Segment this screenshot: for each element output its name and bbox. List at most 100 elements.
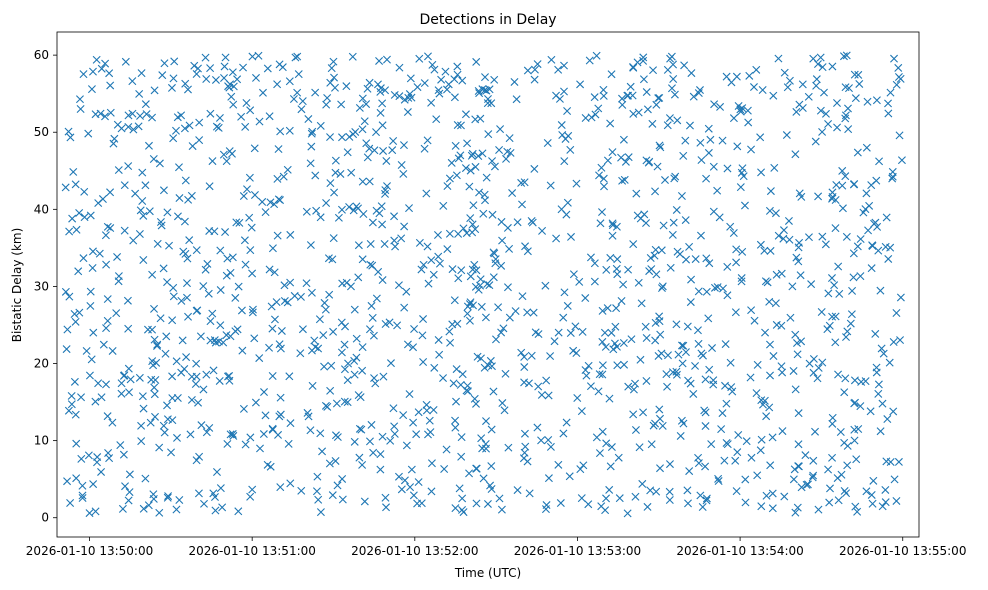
data-point — [681, 348, 690, 357]
data-point — [466, 166, 475, 175]
data-point — [178, 336, 187, 345]
data-point — [208, 309, 217, 318]
data-point — [169, 283, 178, 292]
data-point — [468, 149, 477, 158]
data-point — [125, 388, 134, 397]
data-point — [488, 157, 497, 166]
data-point — [752, 65, 761, 74]
data-point — [856, 235, 865, 244]
data-point — [226, 430, 235, 439]
data-point — [258, 88, 267, 97]
data-point — [606, 253, 615, 262]
data-point — [117, 389, 126, 398]
data-point — [681, 136, 690, 145]
data-point — [795, 238, 804, 247]
data-point — [420, 144, 429, 153]
data-point — [510, 77, 519, 86]
data-point — [546, 442, 555, 451]
data-point — [489, 273, 498, 282]
data-point — [458, 494, 467, 503]
data-point — [850, 399, 859, 408]
data-point — [831, 312, 840, 321]
data-point — [308, 381, 317, 390]
data-point — [823, 325, 832, 334]
data-point — [779, 234, 788, 243]
data-point — [669, 218, 678, 227]
data-point — [504, 443, 513, 452]
data-point — [859, 208, 868, 217]
data-point — [853, 242, 862, 251]
data-point — [375, 209, 384, 218]
data-point — [117, 379, 126, 388]
data-point — [642, 219, 651, 228]
data-point — [843, 461, 852, 470]
data-point — [84, 129, 93, 138]
data-point — [576, 80, 585, 89]
data-point — [602, 439, 611, 448]
data-point — [807, 280, 816, 289]
data-point — [399, 141, 408, 150]
data-point — [450, 296, 459, 305]
data-point — [175, 496, 184, 504]
data-point — [316, 121, 325, 130]
data-point — [885, 358, 894, 367]
data-point — [285, 126, 294, 135]
data-point — [453, 62, 462, 71]
data-point — [560, 61, 568, 70]
data-point — [213, 467, 221, 476]
data-point — [199, 385, 208, 394]
data-point — [497, 261, 506, 270]
data-point — [397, 485, 406, 494]
data-point — [698, 503, 707, 512]
data-point — [701, 375, 710, 384]
data-point — [225, 376, 234, 385]
data-point — [376, 108, 385, 117]
data-point — [352, 202, 361, 211]
data-point — [333, 481, 342, 490]
data-point — [173, 433, 181, 442]
data-point — [399, 169, 408, 178]
data-point — [241, 122, 250, 131]
data-point — [494, 303, 503, 312]
data-point — [770, 163, 779, 172]
data-point — [137, 421, 146, 430]
data-point — [362, 139, 371, 148]
data-point — [352, 334, 361, 343]
data-point — [427, 98, 436, 107]
data-point — [138, 197, 147, 205]
data-point — [794, 462, 803, 471]
data-point — [149, 494, 158, 503]
data-point — [108, 418, 117, 427]
data-point — [382, 55, 391, 64]
data-point — [702, 254, 711, 263]
data-point — [840, 438, 849, 447]
data-point — [738, 164, 747, 173]
data-point — [566, 145, 575, 154]
data-point — [365, 144, 374, 153]
data-point — [243, 185, 251, 194]
data-point — [575, 277, 584, 286]
data-point — [89, 480, 98, 489]
data-point — [365, 177, 374, 186]
data-point — [524, 379, 533, 388]
data-point — [598, 370, 607, 379]
data-point — [534, 382, 543, 391]
data-point — [889, 407, 898, 416]
data-point — [753, 471, 762, 480]
data-point — [617, 296, 626, 305]
data-point — [668, 368, 677, 377]
data-point — [163, 493, 172, 502]
data-point — [635, 443, 644, 452]
data-point — [313, 472, 322, 481]
data-point — [185, 121, 194, 130]
data-point — [564, 131, 573, 140]
data-point — [831, 338, 840, 347]
data-point — [450, 93, 459, 102]
data-point — [128, 77, 137, 86]
data-point — [832, 180, 841, 189]
data-point — [341, 322, 350, 331]
data-point — [523, 308, 532, 317]
data-point — [862, 143, 871, 152]
data-point — [150, 86, 159, 95]
data-point — [830, 281, 839, 290]
